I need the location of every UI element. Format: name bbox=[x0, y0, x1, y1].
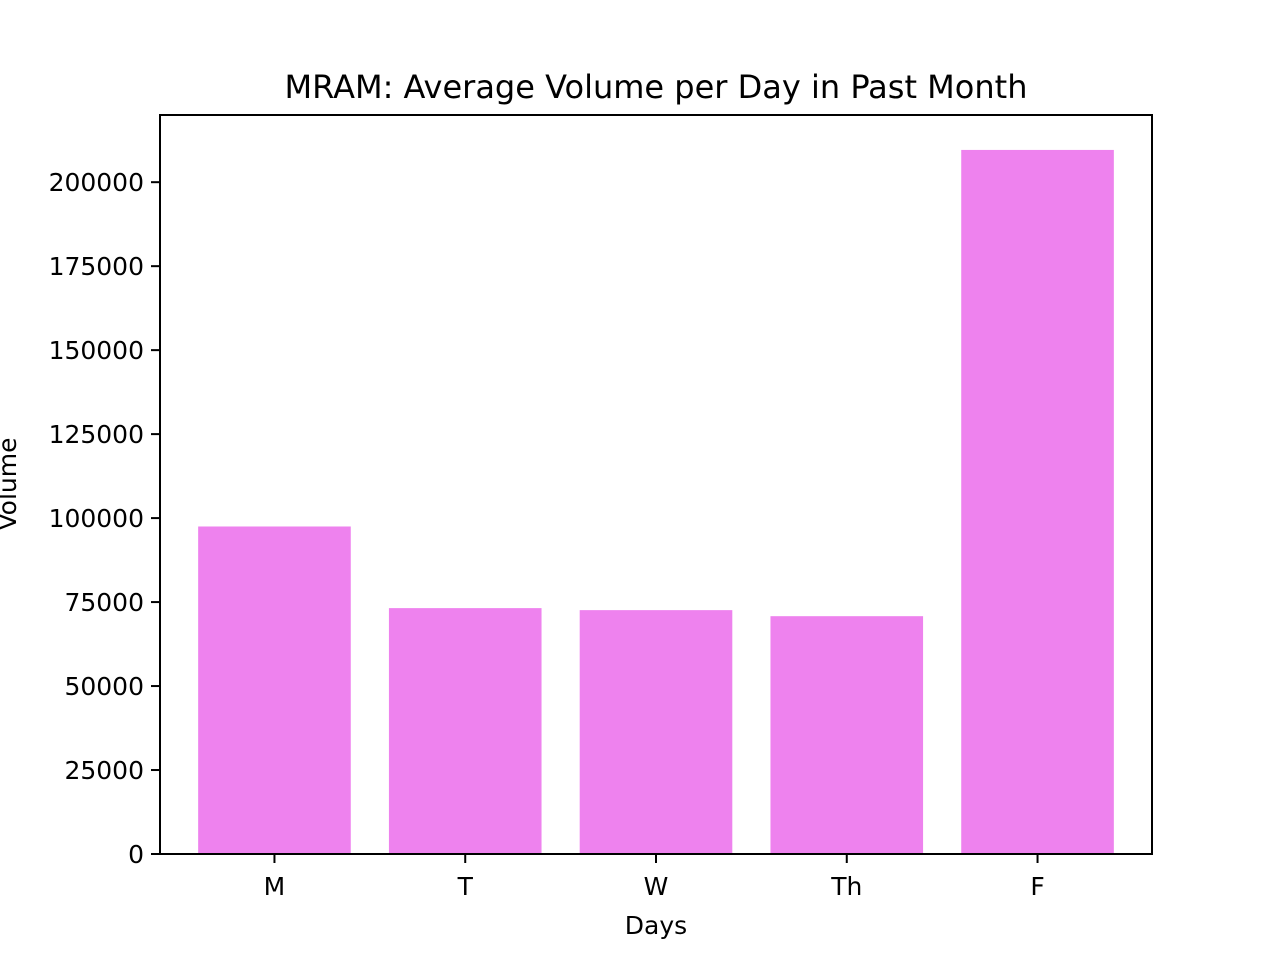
y-tick-label: 100000 bbox=[49, 504, 144, 533]
y-tick-label: 150000 bbox=[49, 336, 144, 365]
bar-f bbox=[961, 149, 1114, 854]
chart-title: MRAM: Average Volume per Day in Past Mon… bbox=[285, 68, 1028, 106]
bar-th bbox=[770, 616, 924, 854]
x-tick-label: W bbox=[644, 872, 669, 901]
x-tick-label: F bbox=[1030, 872, 1044, 901]
y-tick-label: 125000 bbox=[49, 420, 144, 449]
x-tick-label: T bbox=[457, 872, 474, 901]
bar-w bbox=[579, 610, 733, 854]
bars-group bbox=[198, 149, 1114, 854]
y-tick-label: 75000 bbox=[64, 588, 144, 617]
plot-frame bbox=[159, 114, 1153, 855]
y-axis-label: Volume bbox=[0, 438, 22, 531]
y-tick-label: 25000 bbox=[64, 756, 144, 785]
x-tick-label: M bbox=[264, 872, 286, 901]
x-axis-label: Days bbox=[625, 911, 687, 940]
y-tick-label: 0 bbox=[128, 840, 144, 869]
y-axis: 0 25000 50000 75000 100000 125000 150000 175000… bbox=[49, 168, 160, 869]
y-tick-label: 175000 bbox=[49, 252, 144, 281]
x-axis: M T W Th F bbox=[264, 854, 1045, 901]
bar-m bbox=[198, 526, 351, 854]
bar-t bbox=[388, 608, 542, 854]
y-tick-label: 50000 bbox=[64, 672, 144, 701]
x-tick-label: Th bbox=[830, 872, 862, 901]
y-tick-label: 200000 bbox=[49, 168, 144, 197]
